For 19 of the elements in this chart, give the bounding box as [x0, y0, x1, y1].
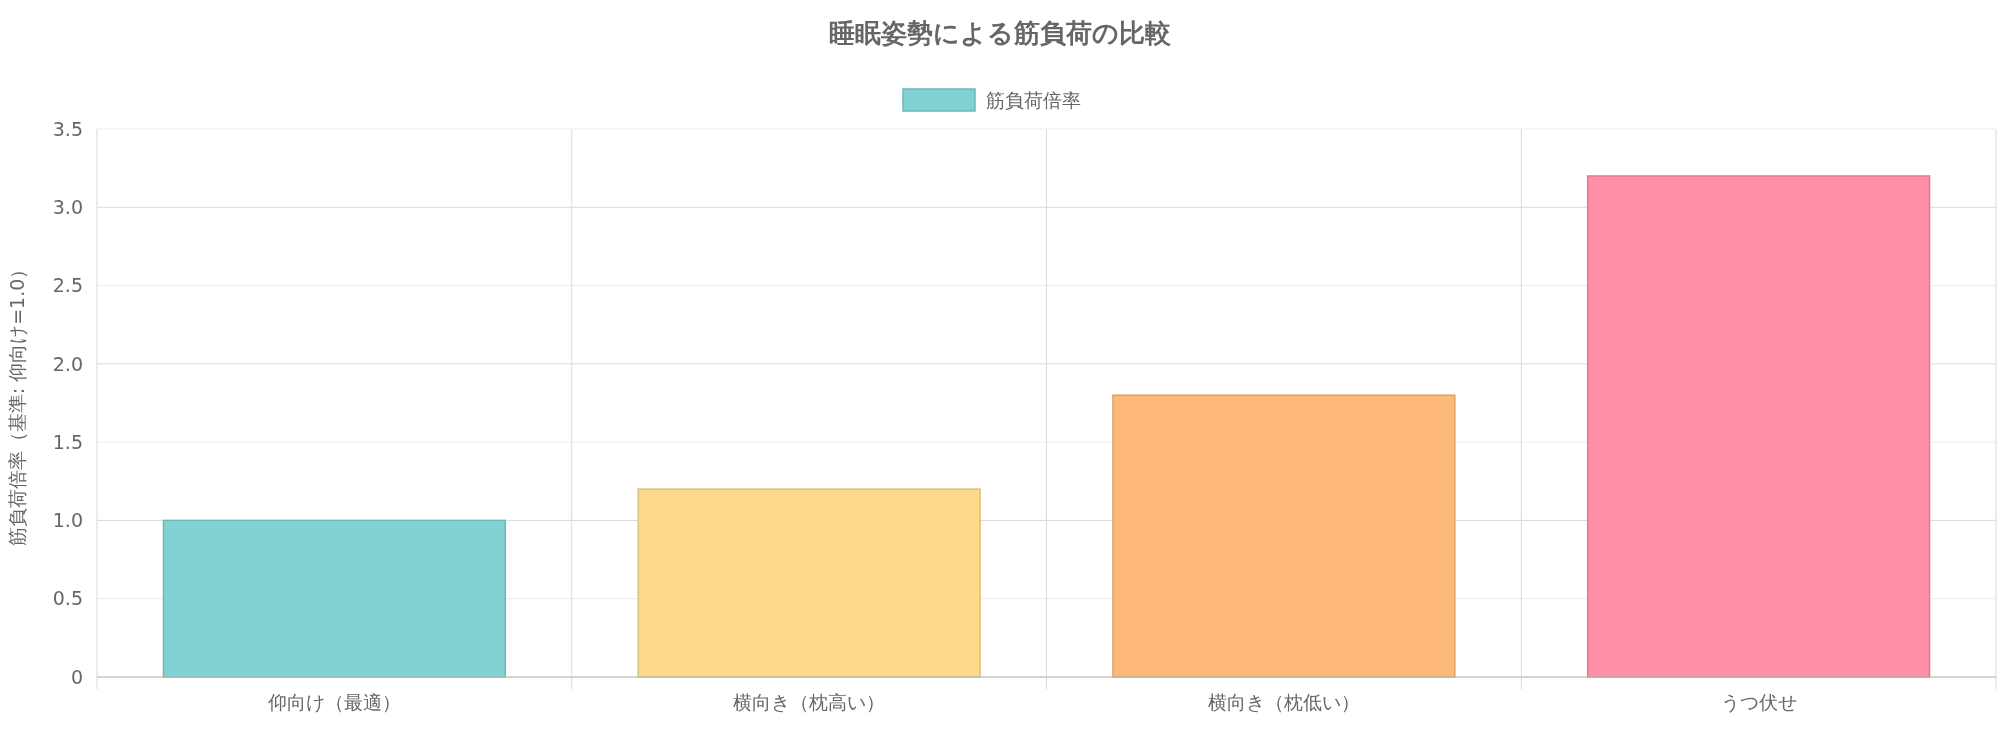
bar: [1112, 394, 1456, 678]
bar: [162, 519, 507, 678]
y-axis-title: 筋負荷倍率（基準: 仰向け=1.0）: [6, 259, 28, 547]
bar: [1586, 175, 1931, 678]
y-tick-label: 2.5: [52, 274, 83, 297]
y-tick-label: 1.0: [52, 509, 83, 532]
x-tick-label: 仰向け（最適）: [267, 691, 401, 713]
y-tick-label: 0: [70, 665, 83, 688]
y-tick-label: 3.0: [52, 195, 83, 218]
x-tick-label: 横向き（枕高い）: [733, 691, 886, 713]
y-tick-label: 2.0: [52, 352, 83, 375]
y-tick-label: 0.5: [52, 587, 83, 610]
legend-label: 筋負荷倍率: [986, 88, 1081, 111]
x-tick-label: うつ伏せ: [1720, 691, 1797, 713]
y-tick-label: 1.5: [52, 430, 83, 453]
bar: [637, 488, 981, 678]
y-tick-label: 3.5: [52, 117, 83, 140]
x-tick-label: 横向き（枕低い）: [1207, 691, 1360, 713]
chart-title: 睡眠姿勢による筋負荷の比較: [829, 18, 1172, 48]
